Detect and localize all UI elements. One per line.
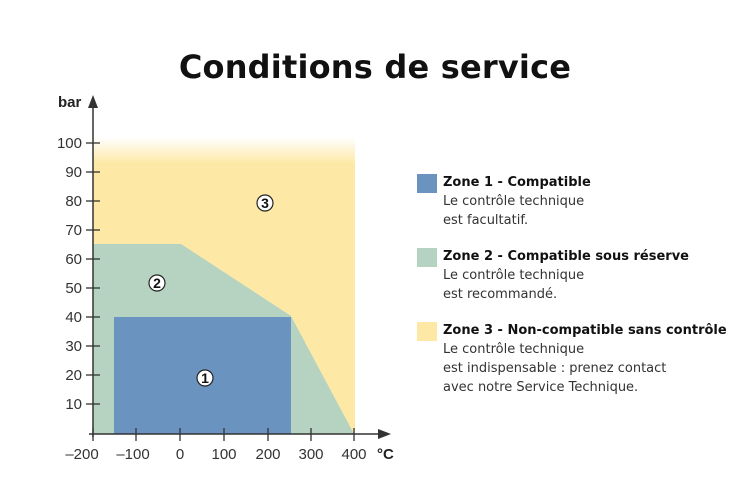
legend-description: Le contrôle technique est facultatif. — [443, 194, 585, 228]
legend-title: Zone 1 - Compatible — [443, 175, 591, 190]
y-tick-label: 70 — [65, 222, 82, 239]
svg-text:3: 3 — [261, 195, 269, 211]
x-tick-label: 100 — [211, 446, 236, 463]
x-tick-label: 300 — [298, 446, 323, 463]
x-tick-label: 400 — [341, 446, 366, 463]
y-tick-label: 40 — [65, 309, 82, 326]
y-axis: bar 100 90 80 70 60 50 40 30 20 10 — [57, 94, 100, 437]
y-tick-label: 20 — [65, 367, 82, 384]
y-tick-label: 90 — [65, 164, 82, 181]
x-tick-label: –100 — [116, 446, 149, 463]
x-axis-unit: °C — [377, 446, 394, 463]
y-tick-label: 80 — [65, 193, 82, 210]
zone-3-swatch — [417, 322, 437, 341]
legend-title: Zone 2 - Compatible sous réserve — [443, 249, 689, 264]
y-tick-label: 10 — [65, 396, 82, 413]
legend-description: Le contrôle technique est indispensable … — [443, 342, 667, 395]
legend-description: Le contrôle technique est recommandé. — [443, 268, 585, 302]
x-tick-label: 200 — [255, 446, 280, 463]
svg-text:1: 1 — [201, 370, 209, 386]
legend-item-zone-3: Zone 3 - Non-compatible sans contrôle Le… — [417, 321, 747, 397]
zone-1-marker: 1 — [196, 369, 214, 387]
x-tick-label: –200 — [65, 446, 98, 463]
y-tick-label: 30 — [65, 338, 82, 355]
zone-2-marker: 2 — [148, 274, 166, 292]
x-axis-arrow-icon — [378, 429, 391, 439]
y-tick-label: 50 — [65, 280, 82, 297]
x-tick-label: 0 — [176, 446, 184, 463]
legend-item-zone-2: Zone 2 - Compatible sous réserve Le cont… — [417, 247, 747, 304]
y-tick-label: 60 — [65, 251, 82, 268]
zone-3-marker: 3 — [256, 194, 274, 212]
svg-text:2: 2 — [153, 275, 161, 291]
legend: Zone 1 - Compatible Le contrôle techniqu… — [417, 173, 747, 414]
zone-1-swatch — [417, 174, 437, 193]
y-axis-unit: bar — [58, 94, 82, 111]
legend-item-zone-1: Zone 1 - Compatible Le contrôle techniqu… — [417, 173, 747, 230]
y-axis-arrow-icon — [88, 95, 98, 108]
x-axis: –200 –100 0 100 200 300 400 °C — [65, 428, 394, 463]
x-ticks — [92, 428, 355, 441]
y-tick-label: 100 — [57, 135, 82, 152]
y-ticks — [86, 142, 100, 405]
zone-2-swatch — [417, 248, 437, 267]
page-title: Conditions de service — [178, 48, 572, 86]
legend-title: Zone 3 - Non-compatible sans contrôle — [443, 323, 727, 338]
